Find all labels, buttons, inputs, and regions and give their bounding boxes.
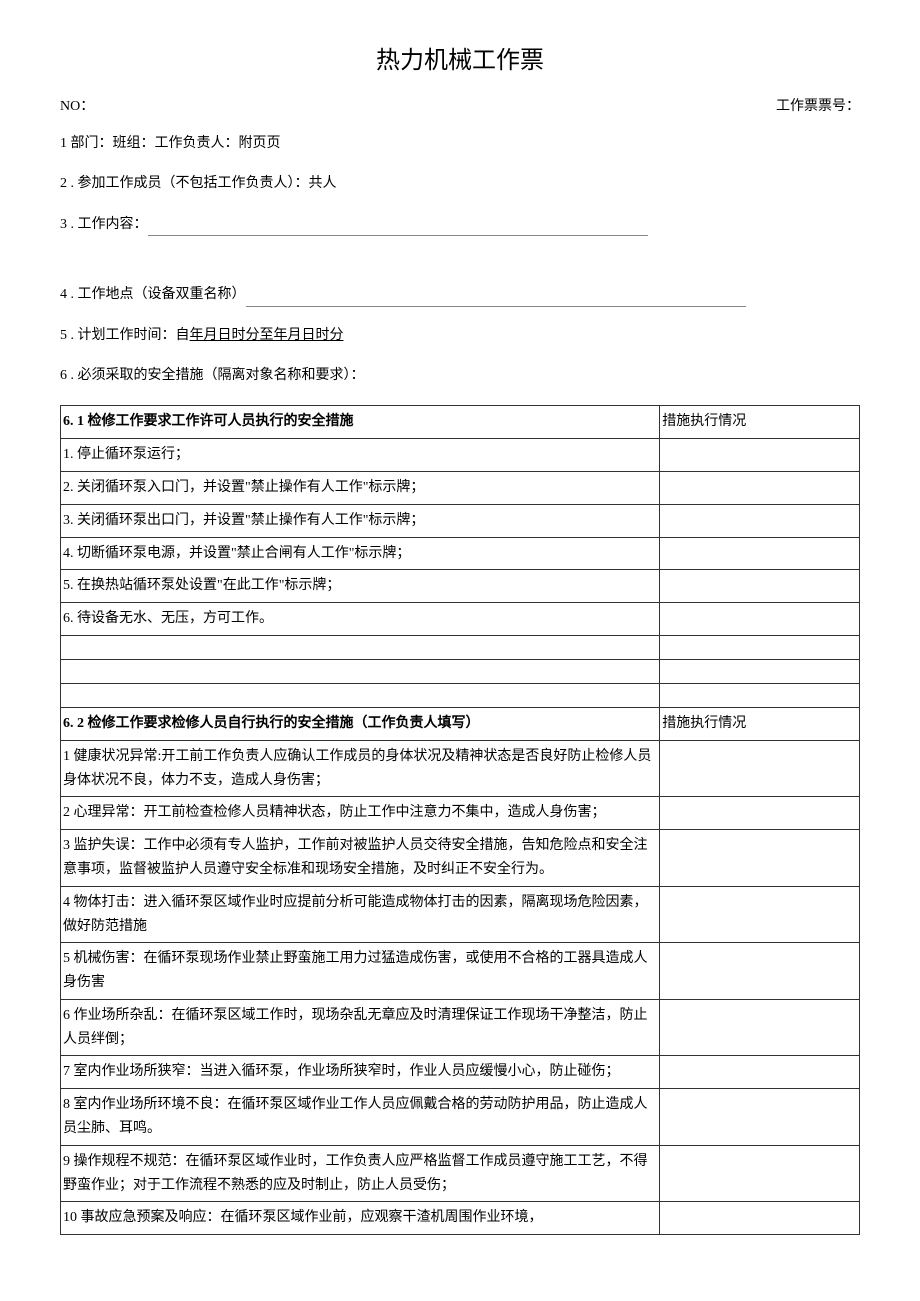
field-work-content: 3 . 工作内容： — [60, 214, 860, 236]
s62-item: 9 操作规程不规范：在循环泵区域作业时，工作负责人应严格监督工作成员遵守施工工艺… — [61, 1145, 660, 1202]
field-work-location: 4 . 工作地点（设备双重名称） — [60, 284, 860, 306]
s62-status-cell[interactable] — [660, 1202, 860, 1235]
s62-item: 4 物体打击：进入循环泵区域作业时应提前分析可能造成物体打击的因素，隔离现场危险… — [61, 886, 660, 943]
s61-item: 6. 待设备无水、无压，方可工作。 — [61, 603, 660, 636]
no-label: NO： — [60, 95, 94, 115]
s62-status-cell[interactable] — [660, 999, 860, 1056]
table-row: 5. 在换热站循环泵处设置"在此工作"标示牌； — [61, 570, 860, 603]
s62-status-cell[interactable] — [660, 1056, 860, 1089]
empty-cell[interactable] — [61, 659, 660, 683]
empty-cell[interactable] — [660, 659, 860, 683]
s61-item: 2. 关闭循环泵入口门，并设置"禁止操作有人工作"标示牌； — [61, 471, 660, 504]
table-row: 5 机械伤害：在循环泵现场作业禁止野蛮施工用力过猛造成伤害，或使用不合格的工器具… — [61, 943, 860, 1000]
table-row: 6. 待设备无水、无压，方可工作。 — [61, 603, 860, 636]
s61-status-cell[interactable] — [660, 504, 860, 537]
s62-item: 2 心理异常：开工前检查检修人员精神状态，防止工作中注意力不集中，造成人身伤害； — [61, 797, 660, 830]
s62-item: 5 机械伤害：在循环泵现场作业禁止野蛮施工用力过猛造成伤害，或使用不合格的工器具… — [61, 943, 660, 1000]
field-members: 2 . 参加工作成员（不包括工作负责人）：共人 — [60, 173, 860, 195]
safety-measures-table: 6. 1 检修工作要求工作许可人员执行的安全措施 措施执行情况 1. 停止循环泵… — [60, 405, 860, 1235]
table-row-empty — [61, 635, 860, 659]
table-row-empty — [61, 683, 860, 707]
field-work-content-label: 3 . 工作内容： — [60, 217, 148, 232]
field-plan-time: 5 . 计划工作时间：自年月日时分至年月日时分 — [60, 325, 860, 347]
s61-item: 1. 停止循环泵运行； — [61, 439, 660, 472]
table-row: 3 监护失误：工作中必须有专人监护，工作前对被监护人员交待安全措施，告知危险点和… — [61, 830, 860, 887]
section-61-header-row: 6. 1 检修工作要求工作许可人员执行的安全措施 措施执行情况 — [61, 406, 860, 439]
s62-status-cell[interactable] — [660, 1089, 860, 1146]
work-location-blank[interactable] — [246, 291, 746, 307]
s62-status-cell[interactable] — [660, 886, 860, 943]
s61-item: 4. 切断循环泵电源，并设置"禁止合闸有人工作"标示牌； — [61, 537, 660, 570]
s61-status-cell[interactable] — [660, 570, 860, 603]
empty-cell[interactable] — [660, 635, 860, 659]
s62-status-cell[interactable] — [660, 797, 860, 830]
table-row: 3. 关闭循环泵出口门，并设置"禁止操作有人工作"标示牌； — [61, 504, 860, 537]
field-safety-measures: 6 . 必须采取的安全措施（隔离对象名称和要求）： — [60, 365, 860, 387]
field-work-location-label: 4 . 工作地点（设备双重名称） — [60, 287, 246, 302]
s62-item: 3 监护失误：工作中必须有专人监护，工作前对被监护人员交待安全措施，告知危险点和… — [61, 830, 660, 887]
table-row: 6 作业场所杂乱：在循环泵区域工作时，现场杂乱无章应及时清理保证工作现场干净整洁… — [61, 999, 860, 1056]
s62-item: 1 健康状况异常:开工前工作负责人应确认工作成员的身体状况及精神状态是否良好防止… — [61, 740, 660, 797]
table-row: 1. 停止循环泵运行； — [61, 439, 860, 472]
field-plan-time-value: 年月日时分至年月日时分 — [190, 328, 344, 343]
table-row: 8 室内作业场所环境不良：在循环泵区域作业工作人员应佩戴合格的劳动防护用品，防止… — [61, 1089, 860, 1146]
field-plan-time-prefix: 5 . 计划工作时间：自 — [60, 328, 190, 343]
page-title: 热力机械工作票 — [60, 40, 860, 75]
s62-status-cell[interactable] — [660, 1145, 860, 1202]
s61-status-cell[interactable] — [660, 537, 860, 570]
table-row: 10 事故应急预案及响应：在循环泵区域作业前，应观察干渣机周围作业环境， — [61, 1202, 860, 1235]
section-61-title: 6. 1 检修工作要求工作许可人员执行的安全措施 — [61, 406, 660, 439]
s62-status-cell[interactable] — [660, 830, 860, 887]
s61-status-cell[interactable] — [660, 603, 860, 636]
table-row: 7 室内作业场所狭窄：当进入循环泵，作业场所狭窄时，作业人员应缓慢小心，防止碰伤… — [61, 1056, 860, 1089]
s62-item: 10 事故应急预案及响应：在循环泵区域作业前，应观察干渣机周围作业环境， — [61, 1202, 660, 1235]
work-content-blank[interactable] — [148, 220, 648, 236]
s61-status-cell[interactable] — [660, 471, 860, 504]
s62-status-cell[interactable] — [660, 943, 860, 1000]
s61-item: 5. 在换热站循环泵处设置"在此工作"标示牌； — [61, 570, 660, 603]
section-62-status-header: 措施执行情况 — [660, 707, 860, 740]
s62-status-cell[interactable] — [660, 740, 860, 797]
section-61-status-header: 措施执行情况 — [660, 406, 860, 439]
table-row-empty — [61, 659, 860, 683]
s61-item: 3. 关闭循环泵出口门，并设置"禁止操作有人工作"标示牌； — [61, 504, 660, 537]
s61-status-cell[interactable] — [660, 439, 860, 472]
ticket-no-label: 工作票票号： — [776, 95, 860, 115]
s62-item: 7 室内作业场所狭窄：当进入循环泵，作业场所狭窄时，作业人员应缓慢小心，防止碰伤… — [61, 1056, 660, 1089]
table-row: 4 物体打击：进入循环泵区域作业时应提前分析可能造成物体打击的因素，隔离现场危险… — [61, 886, 860, 943]
s62-item: 8 室内作业场所环境不良：在循环泵区域作业工作人员应佩戴合格的劳动防护用品，防止… — [61, 1089, 660, 1146]
table-row: 4. 切断循环泵电源，并设置"禁止合闸有人工作"标示牌； — [61, 537, 860, 570]
table-row: 9 操作规程不规范：在循环泵区域作业时，工作负责人应严格监督工作成员遵守施工工艺… — [61, 1145, 860, 1202]
empty-cell[interactable] — [61, 635, 660, 659]
empty-cell[interactable] — [660, 683, 860, 707]
table-row: 2. 关闭循环泵入口门，并设置"禁止操作有人工作"标示牌； — [61, 471, 860, 504]
section-62-title: 6. 2 检修工作要求检修人员自行执行的安全措施（工作负责人填写） — [61, 707, 660, 740]
header-row: NO： 工作票票号： — [60, 95, 860, 115]
section-62-header-row: 6. 2 检修工作要求检修人员自行执行的安全措施（工作负责人填写） 措施执行情况 — [61, 707, 860, 740]
table-row: 1 健康状况异常:开工前工作负责人应确认工作成员的身体状况及精神状态是否良好防止… — [61, 740, 860, 797]
empty-cell[interactable] — [61, 683, 660, 707]
table-row: 2 心理异常：开工前检查检修人员精神状态，防止工作中注意力不集中，造成人身伤害； — [61, 797, 860, 830]
field-department: 1 部门：班组：工作负责人：附页页 — [60, 133, 860, 155]
s62-item: 6 作业场所杂乱：在循环泵区域工作时，现场杂乱无章应及时清理保证工作现场干净整洁… — [61, 999, 660, 1056]
